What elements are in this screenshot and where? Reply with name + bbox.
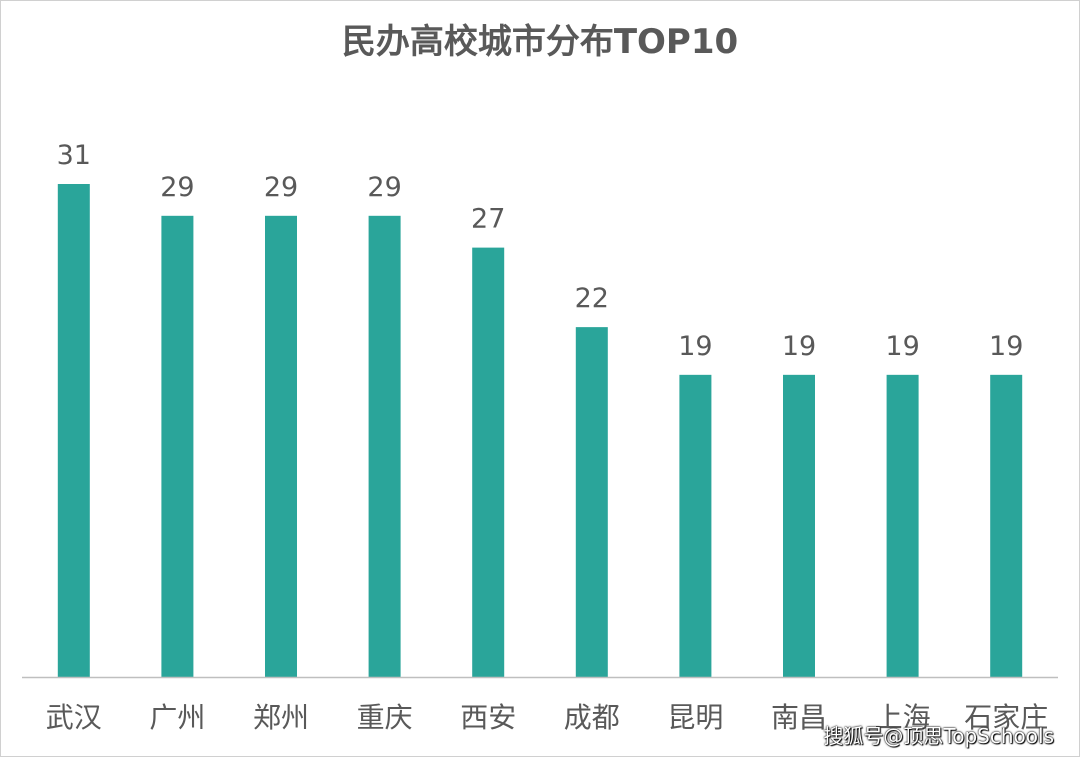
value-label-8: 19	[885, 331, 919, 362]
bar-2	[265, 215, 297, 677]
category-label-0: 武汉	[46, 701, 102, 734]
value-label-7: 19	[782, 331, 816, 362]
bar-5	[575, 327, 608, 677]
bar-0	[57, 184, 90, 677]
value-label-4: 27	[471, 204, 505, 235]
value-label-2: 29	[264, 172, 298, 203]
value-label-5: 22	[575, 283, 609, 314]
category-label-6: 昆明	[667, 701, 723, 734]
category-labels-group: 武汉 广州 郑州 重庆 西安 成都 昆明 南昌 上海 石家庄	[46, 701, 1048, 734]
bar-7	[783, 374, 815, 677]
chart-title: 民办高校城市分布TOP10	[341, 22, 739, 62]
value-labels-group: 31 29 29 29 27 22 19 19 19 19	[57, 140, 1024, 362]
bars-group	[57, 184, 1023, 677]
bar-3	[368, 215, 401, 677]
category-label-5: 成都	[564, 701, 620, 734]
category-label-4: 西安	[460, 701, 516, 734]
category-label-2: 郑州	[253, 701, 309, 734]
bar-6	[679, 374, 712, 677]
category-label-9: 石家庄	[964, 701, 1048, 734]
value-label-3: 29	[367, 172, 401, 203]
category-label-8: 上海	[875, 701, 931, 734]
value-label-1: 29	[160, 172, 194, 203]
value-label-6: 19	[678, 331, 712, 362]
watermark: 搜狐号@顶思TopSchools	[823, 724, 1054, 748]
bar-4	[472, 247, 505, 677]
bar-9	[990, 374, 1023, 677]
category-label-1: 广州	[149, 701, 205, 734]
bar-8	[886, 374, 919, 677]
value-label-0: 31	[57, 140, 91, 171]
value-label-9: 19	[989, 331, 1023, 362]
category-label-7: 南昌	[771, 701, 827, 734]
bar-1	[161, 215, 194, 677]
category-label-3: 重庆	[357, 701, 413, 734]
